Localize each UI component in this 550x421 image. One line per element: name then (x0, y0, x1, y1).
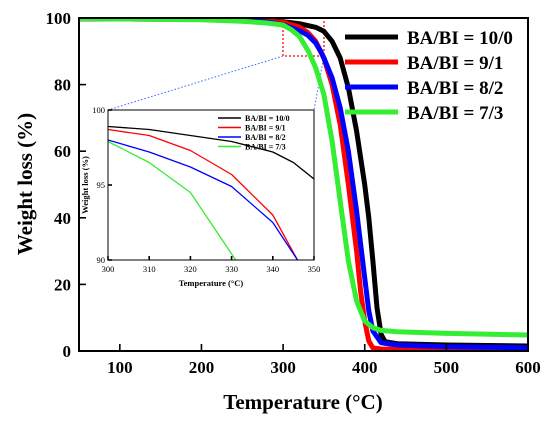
main-x-tick-label-1: 200 (189, 358, 215, 377)
main-legend: BA/BI = 10/0 BA/BI = 9/1 BA/BI = 8/2 BA/BI … (345, 28, 513, 124)
inset-legend-label-0: BA/BI = 10/0 (245, 114, 290, 123)
main-plot-frame (78, 17, 529, 352)
main-x-tick-label-0: 100 (107, 358, 133, 377)
main-legend-label-0: BA/BI = 10/0 (407, 28, 513, 49)
inset-legend-label-3: BA/BI = 7/3 (245, 143, 286, 152)
inset-series-line-2 (108, 139, 299, 260)
inset-y-axis-title: Weight loss (%) (80, 156, 90, 214)
main-x-tick-label-5: 600 (515, 358, 541, 377)
main-y-tick-label-4: 80 (54, 76, 71, 95)
inset-series-group (108, 125, 314, 260)
main-y-axis-title: Weight loss (%) (13, 113, 37, 255)
main-x-tick-label-4: 500 (434, 358, 460, 377)
inset-axis-ticks: 300 310 320 330 340 350 90 95 100 (92, 105, 320, 274)
main-y-tick-label-5: 100 (46, 9, 72, 28)
main-series-group (79, 18, 528, 351)
main-axis-ticks: 100 200 300 400 500 600 0 20 40 60 80 100 (46, 9, 541, 377)
inset-x-tick-label-2: 320 (184, 264, 197, 274)
inset-x-tick-label-4: 340 (266, 264, 279, 274)
inset-series-line-1 (108, 128, 299, 260)
main-series-line-3 (79, 18, 528, 338)
inset-legend-label-1: BA/BI = 9/1 (245, 124, 286, 133)
main-legend-label-2: BA/BI = 8/2 (407, 78, 503, 99)
inset-legend: BA/BI = 10/0BA/BI = 9/1BA/BI = 8/2BA/BI … (218, 114, 290, 152)
main-x-axis-title: Temperature (°C) (223, 390, 382, 414)
main-y-tick-label-0: 0 (63, 342, 72, 361)
inset-x-tick-label-1: 310 (143, 264, 156, 274)
zoom-connector-left (107, 55, 284, 111)
main-x-tick-label-3: 400 (352, 358, 378, 377)
main-x-tick-label-2: 300 (270, 358, 296, 377)
main-y-tick-label-1: 20 (54, 275, 71, 294)
inset-y-tick-label-1: 95 (97, 180, 106, 190)
inset-x-tick-label-5: 350 (308, 264, 321, 274)
inset-y-tick-label-2: 100 (92, 105, 105, 115)
inset-legend-label-2: BA/BI = 8/2 (245, 133, 286, 142)
inset-x-axis-title: Temperature (°C) (179, 278, 244, 288)
inset-series-line-3 (108, 140, 237, 260)
inset-x-tick-label-0: 300 (102, 264, 115, 274)
inset-series-line-0 (108, 125, 314, 180)
inset-y-tick-label-0: 90 (97, 255, 106, 265)
main-y-tick-label-2: 40 (54, 209, 71, 228)
main-legend-label-1: BA/BI = 9/1 (407, 53, 503, 74)
main-y-tick-label-3: 60 (54, 142, 71, 161)
zoom-connector-right (313, 55, 325, 111)
main-legend-label-3: BA/BI = 7/3 (407, 103, 503, 124)
inset-x-tick-label-3: 330 (225, 264, 238, 274)
